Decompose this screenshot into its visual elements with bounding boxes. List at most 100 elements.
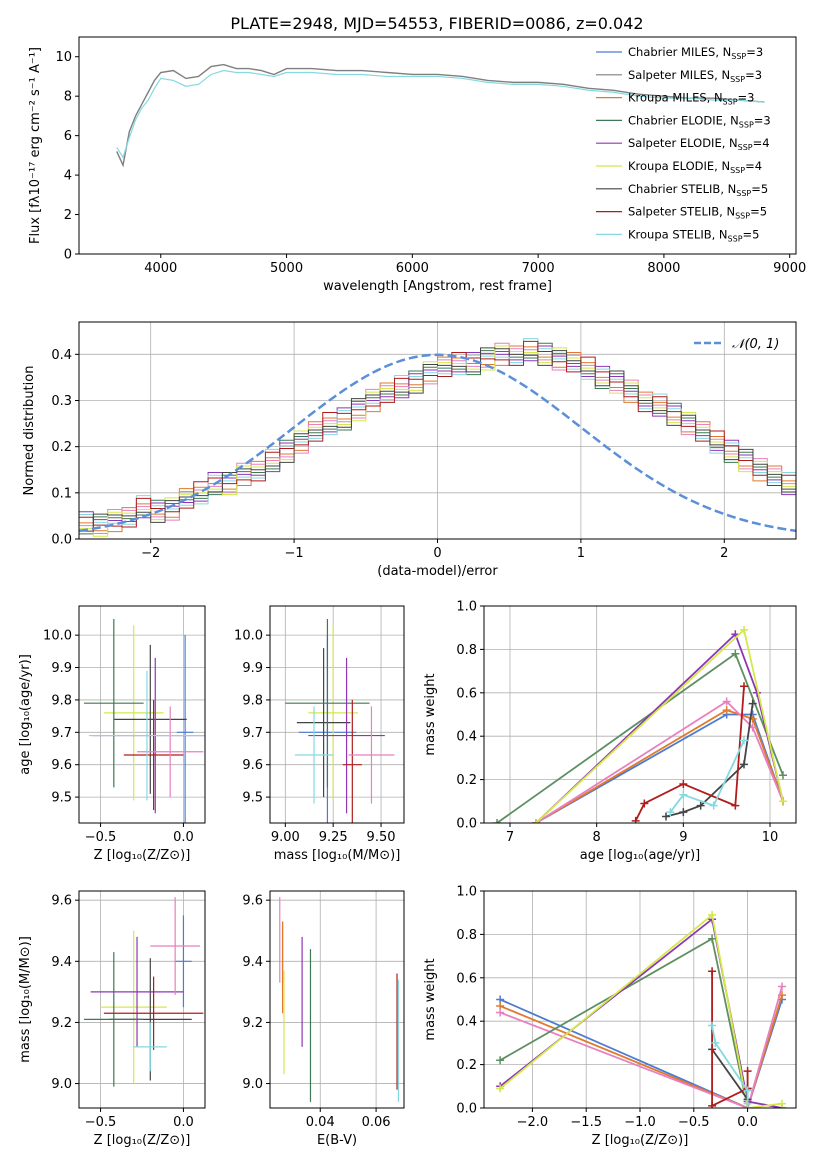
point-marker — [722, 697, 731, 706]
y-tick-label: 9.5 — [51, 791, 72, 806]
point-marker — [496, 1008, 505, 1017]
axes-frame — [269, 605, 405, 824]
point-marker — [740, 760, 748, 769]
y-tick-label: 9.4 — [242, 955, 263, 970]
y-tick-label: 1.0 — [456, 885, 477, 900]
point-marker — [708, 1021, 717, 1030]
x-tick-label: 7 — [506, 830, 514, 845]
legend-label: Chabrier MILES, NSSP=3 — [628, 45, 763, 61]
point-marker — [708, 1101, 717, 1108]
x-tick-label: 1 — [577, 546, 585, 561]
y-tick-label: 10.0 — [43, 629, 72, 644]
legend-label: Salpeter ELODIE, NSSP=4 — [628, 136, 770, 152]
axes-frame — [78, 605, 206, 824]
point-marker — [743, 1099, 752, 1108]
histogram-step — [79, 338, 796, 525]
x-tick-label: −0.5 — [85, 830, 117, 845]
x-tick-label: 0.04 — [306, 1115, 335, 1130]
y-tick-label: 9.0 — [242, 1077, 263, 1092]
mass-weight-line — [711, 1025, 749, 1104]
histogram-step — [79, 340, 796, 528]
x-axis-label: (data-model)/error — [377, 564, 498, 579]
point-marker — [731, 649, 740, 658]
axes-frame — [269, 890, 405, 1109]
mass-weight-line — [535, 628, 784, 823]
x-tick-label: 7000 — [522, 261, 555, 276]
y-tick-label: 8 — [64, 90, 72, 105]
point-marker — [779, 797, 787, 806]
legend-label: Chabrier STELIB, NSSP=5 — [628, 182, 768, 198]
point-marker — [722, 706, 731, 715]
x-axis-label: E(B-V) — [317, 1133, 357, 1148]
point-marker — [640, 799, 649, 808]
y-tick-label: 0.0 — [51, 533, 72, 548]
y-tick-label: 9.7 — [51, 726, 72, 741]
y-tick-label: 9.6 — [242, 758, 263, 773]
mass-weight-line — [499, 937, 749, 1108]
x-axis-label: wavelength [Angstrom, rest frame] — [323, 279, 552, 294]
point-marker — [679, 808, 688, 817]
mass-weight-line — [499, 986, 783, 1108]
x-axis-label: Z [log₁₀(Z/Z⊙)] — [592, 1133, 689, 1148]
residual_hist-marks — [79, 338, 796, 537]
x-tick-label: 0 — [433, 546, 441, 561]
x-axis-label: Z [log₁₀(Z/Z⊙)] — [94, 848, 191, 863]
legend-label: Salpeter STELIB, NSSP=5 — [628, 205, 767, 221]
point-marker — [778, 1099, 787, 1108]
y-tick-label: 0.8 — [456, 643, 477, 658]
mass-weight-line — [535, 709, 784, 823]
point-marker — [743, 1086, 752, 1095]
legend-label: Salpeter MILES, NSSP=3 — [628, 68, 762, 84]
x-tick-label: 0.06 — [362, 1115, 391, 1130]
y-tick-label: 9.2 — [242, 1016, 263, 1031]
mass_vs_Z-marks — [83, 897, 204, 1087]
y-tick-label: 9.6 — [51, 758, 72, 773]
y-tick-label: 9.8 — [51, 693, 72, 708]
massweight_vs_age-panel: 7 8 9 10 0.0 0.2 0.4 0.6 0.8 1.0 age [log₁₀(age/yr… — [423, 600, 797, 863]
normal-curve — [79, 353, 796, 533]
x-axis-label: Z [log₁₀(Z/Z⊙)] — [94, 1133, 191, 1148]
residual_hist-panel: −2 −1 0 1 2 0.0 0.1 0.2 0.3 0.4 (data-model)/error… — [22, 321, 797, 579]
spectrum-marks — [116, 63, 765, 168]
point-marker — [662, 812, 670, 821]
y-axis-label: Normed distribution — [22, 366, 37, 496]
y-tick-label: 0.2 — [51, 440, 72, 455]
point-marker — [496, 1056, 505, 1065]
y-tick-label: 0.6 — [456, 686, 477, 701]
massweight_vs_age-marks — [493, 625, 787, 823]
y-tick-label: 0.2 — [456, 773, 477, 788]
x-tick-label: 0.0 — [173, 830, 194, 845]
y-tick-label: 4 — [64, 169, 72, 184]
point-marker — [666, 808, 675, 817]
point-marker — [711, 1038, 720, 1047]
x-tick-label: 9.25 — [319, 830, 348, 845]
x-tick-label: 0.0 — [737, 1115, 758, 1130]
point-marker — [679, 790, 688, 799]
axes-frame — [78, 890, 206, 1109]
legend-label: Kroupa ELODIE, NSSP=4 — [628, 159, 762, 175]
axes-frame — [78, 36, 797, 255]
point-marker — [679, 779, 688, 788]
y-tick-label: 9.9 — [51, 661, 72, 676]
y-tick-label: 9.7 — [242, 726, 263, 741]
y-tick-label: 0.3 — [51, 394, 72, 409]
x-tick-label: 9.00 — [271, 830, 300, 845]
y-axis-label: mass weight — [423, 958, 438, 1040]
x-tick-label: 5000 — [270, 261, 303, 276]
mass-weight-line — [499, 913, 783, 1108]
axes-frame — [483, 605, 797, 824]
x-tick-label: 6000 — [396, 261, 429, 276]
mass_vs_EBV-marks — [279, 897, 400, 1102]
y-tick-label: 0.0 — [456, 1102, 477, 1117]
legend-label: Kroupa MILES, NSSP=3 — [628, 91, 754, 107]
y-tick-label: 10.0 — [234, 629, 263, 644]
point-marker — [708, 934, 717, 943]
y-axis-label: mass weight — [423, 673, 438, 755]
x-axis-label: mass [log₁₀(M/M⊙)] — [274, 848, 401, 863]
y-tick-label: 0.6 — [456, 971, 477, 986]
point-marker — [740, 625, 748, 634]
point-marker — [496, 1084, 505, 1093]
point-marker — [709, 801, 718, 810]
point-marker — [708, 910, 717, 919]
